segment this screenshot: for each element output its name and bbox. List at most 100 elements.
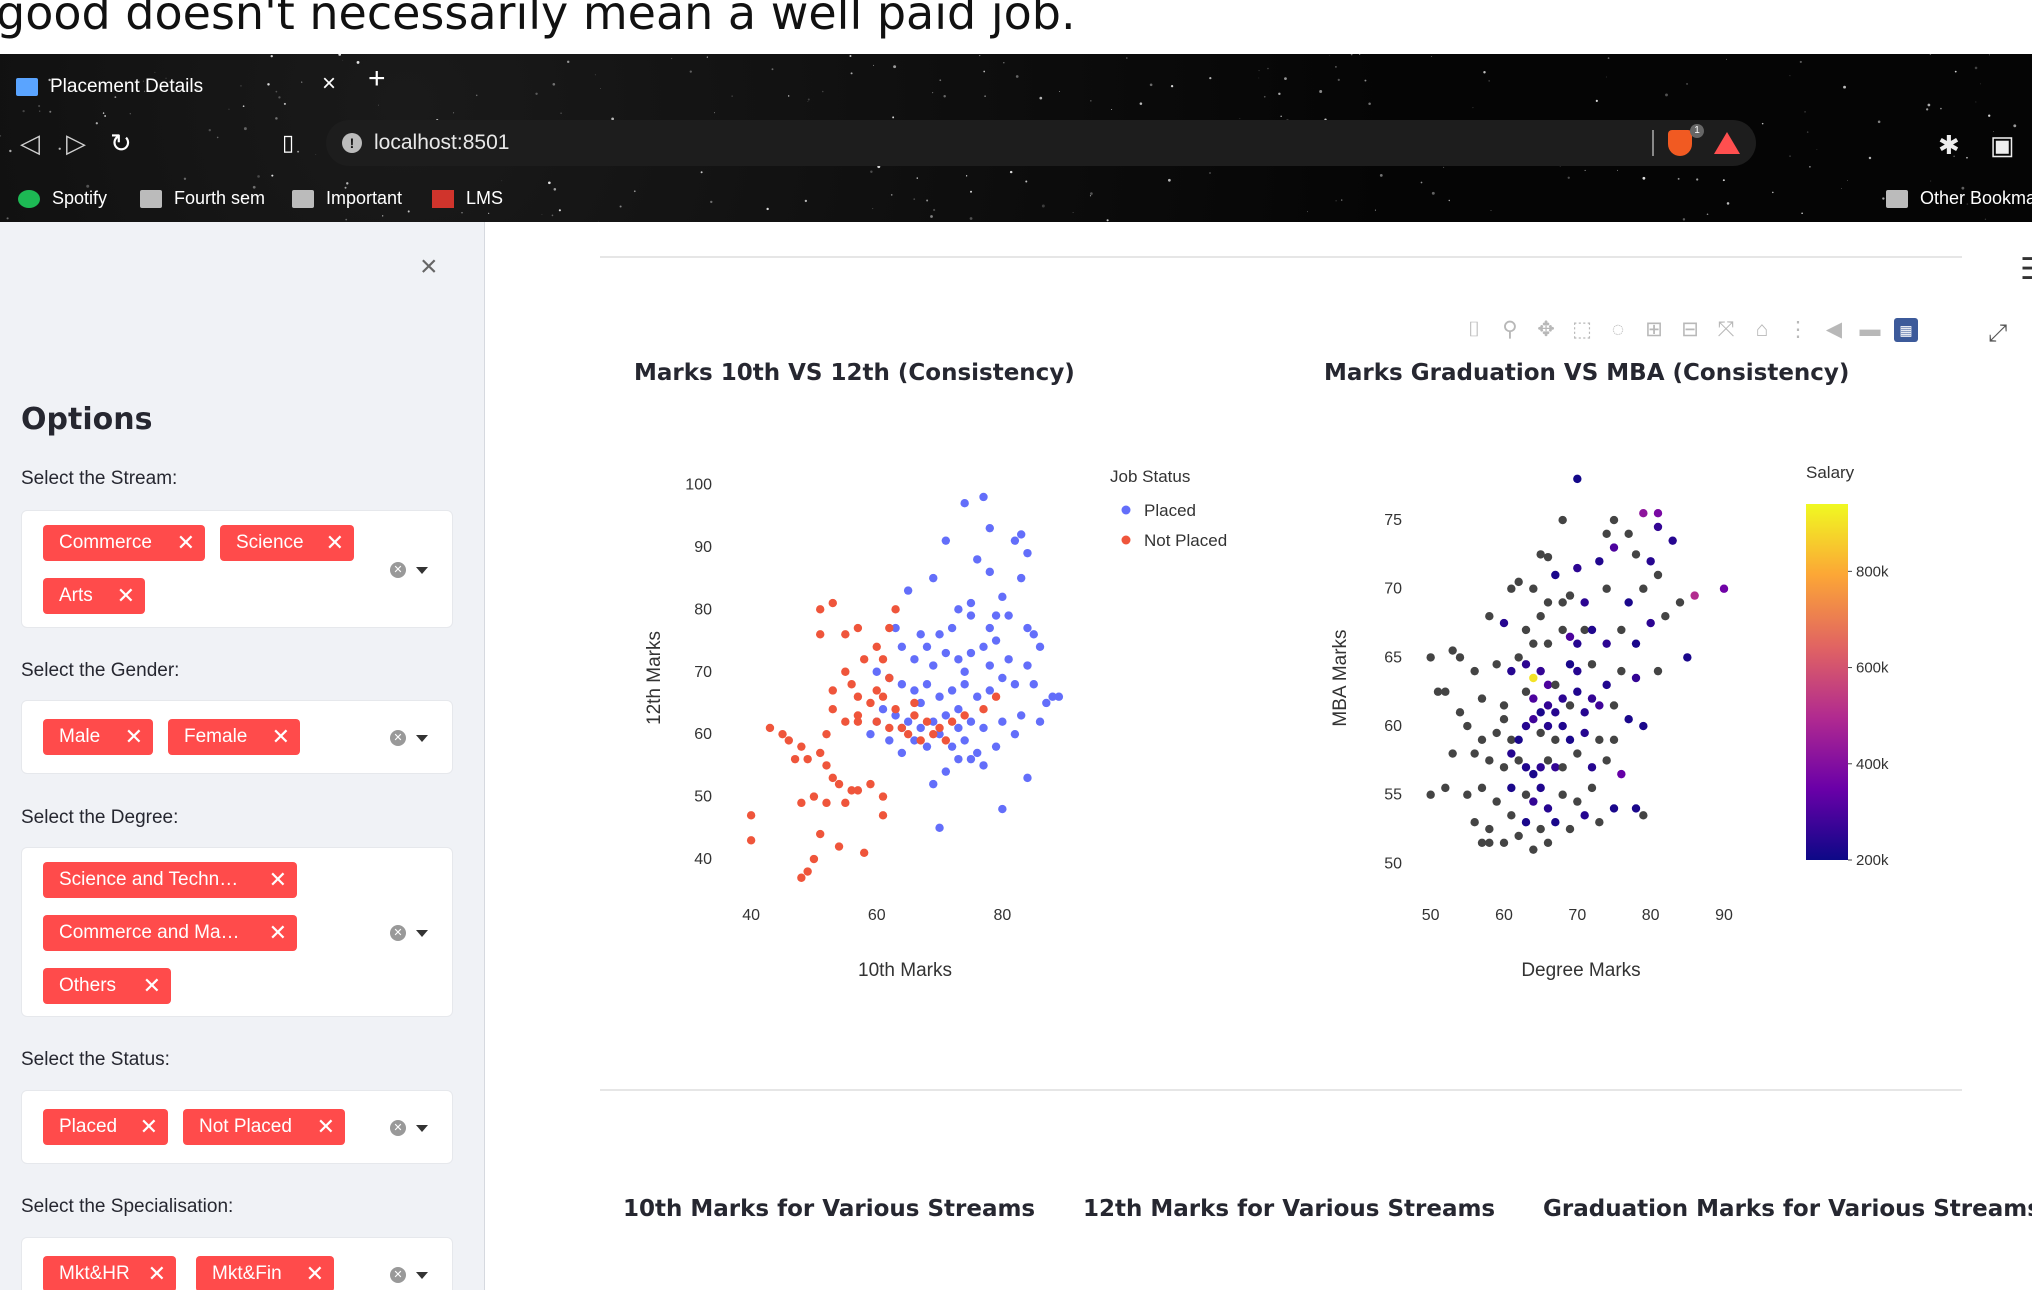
data-point [954,705,963,714]
plotly-logo-icon[interactable]: ▦ [1894,318,1918,342]
scatter-chart-10th-vs-12th[interactable]: 40 60 80 40 50 60 70 80 90 100 10th Marks 12th Mark… [626,442,1276,981]
chip-remove-icon[interactable]: ✕ [116,583,135,608]
chip-commerce[interactable]: Commerce ✕ [43,525,205,561]
hover-closest-icon[interactable]: ◀ [1825,318,1843,341]
site-info-icon[interactable]: ! [342,133,362,153]
back-icon[interactable]: ◁ [20,128,40,158]
box-select-icon[interactable]: ⬚ [1572,318,1592,341]
zoom-icon[interactable]: ⚲ [1502,318,1518,341]
star [488,212,490,214]
star [1595,99,1598,102]
divider-top [600,256,1962,258]
chip-mkt-hr[interactable]: Mkt&HR ✕ [43,1256,176,1290]
star [1722,179,1725,182]
chip-mkt-fin[interactable]: Mkt&Fin ✕ [196,1256,334,1290]
brave-rewards-icon[interactable] [1714,132,1740,154]
star [1341,199,1343,201]
forward-icon[interactable]: ▷ [66,128,86,158]
clear-all-icon[interactable]: ✕ [390,1120,406,1136]
data-point [1543,804,1553,813]
new-tab-button[interactable]: + [368,62,386,95]
bookmark-fourth-sem[interactable]: Fourth sem [140,188,265,209]
other-bookmarks[interactable]: Other Bookma [1886,188,2032,209]
bookmark-important[interactable]: Important [292,188,402,209]
chip-male[interactable]: Male ✕ [43,719,153,755]
bookmark-lms[interactable]: LMS [432,188,503,209]
lasso-icon[interactable]: ◌ [1611,318,1625,341]
data-point [1507,811,1516,820]
data-point [979,723,988,733]
spike-lines-icon[interactable]: ⋮ [1787,318,1809,341]
gender-multiselect[interactable]: Male ✕ Female ✕ ✕ [21,700,453,774]
star [378,196,381,199]
chip-remove-icon[interactable]: ✕ [325,530,344,555]
chip-remove-icon[interactable]: ✕ [268,867,287,892]
clear-all-icon[interactable]: ✕ [390,1267,406,1283]
chip-remove-icon[interactable]: ✕ [142,973,161,998]
specialisation-multiselect[interactable]: Mkt&HR ✕ Mkt&Fin ✕ ✕ [21,1237,453,1290]
chip-remove-icon[interactable]: ✕ [124,724,143,749]
degree-multiselect[interactable]: Science and Techn… ✕ Commerce and Ma… ✕ Ot… [21,847,453,1017]
chip-remove-icon[interactable]: ✕ [271,724,290,749]
star [240,85,242,87]
zoom-out-icon[interactable]: ⊟ [1681,318,1699,341]
chip-placed[interactable]: Placed ✕ [43,1109,168,1145]
reload-icon[interactable]: ↻ [110,128,132,158]
camera-icon[interactable]: ⌷ [1467,318,1481,341]
hover-compare-icon[interactable]: ▬ [1859,318,1881,341]
data-point [1595,701,1604,710]
chevron-down-icon[interactable] [416,1272,428,1279]
chip-not-placed[interactable]: Not Placed ✕ [183,1109,345,1145]
chip-remove-icon[interactable]: ✕ [268,920,287,945]
scatter-chart-degree-vs-mba[interactable]: 50 60 70 80 90 50 55 60 65 70 75 Degree Marks MBA Ma… [1306,442,2006,981]
data-point [929,573,938,583]
sidebar-close-button[interactable]: × [420,250,438,283]
brave-shields-icon[interactable] [1668,130,1692,156]
star [1009,170,1013,174]
browser-tab[interactable]: Placement Details × [0,66,356,106]
chip-remove-icon[interactable]: ✕ [147,1261,166,1286]
clear-all-icon[interactable]: ✕ [390,562,406,578]
autoscale-icon[interactable]: ⤧ [1717,318,1735,341]
bookmark-label: Other Bookma [1920,188,2032,208]
extensions-icon[interactable]: ✱ [1938,130,1960,160]
chip-remove-icon[interactable]: ✕ [305,1261,324,1286]
tab-close-button[interactable]: × [322,70,337,97]
pan-icon[interactable]: ✥ [1537,318,1555,341]
chevron-down-icon[interactable] [416,1125,428,1132]
wallet-icon[interactable]: ▣ [1990,130,2015,160]
stream-multiselect[interactable]: Commerce ✕ Science ✕ Arts ✕ ✕ [21,510,453,628]
chip-remove-icon[interactable]: ✕ [316,1114,335,1139]
chip-science[interactable]: Science ✕ [220,525,354,561]
chevron-down-icon[interactable] [416,930,428,937]
chip-arts[interactable]: Arts ✕ [43,578,145,614]
chip-others[interactable]: Others ✕ [43,968,171,1004]
star [484,201,486,204]
bookmark-spotify[interactable]: Spotify [18,188,107,209]
clear-all-icon[interactable]: ✕ [390,925,406,941]
chip-female[interactable]: Female ✕ [168,719,300,755]
data-point [947,686,957,695]
data-point [903,586,913,595]
menu-icon[interactable]: ☰ [2020,252,2032,287]
fullscreen-icon[interactable]: ⤢ [1988,320,2008,347]
address-bar[interactable]: ! localhost:8501 1 [326,120,1756,166]
data-point [878,811,888,820]
bookmark-icon[interactable]: ▯ [282,130,295,155]
chip-label: Arts [59,585,93,606]
chip-remove-icon[interactable]: ✕ [139,1114,158,1139]
chip-remove-icon[interactable]: ✕ [176,530,195,555]
clear-all-icon[interactable]: ✕ [390,730,406,746]
chip-science-tech[interactable]: Science and Techn… ✕ [43,862,297,898]
chip-commerce-mgmt[interactable]: Commerce and Ma… ✕ [43,915,297,951]
chevron-down-icon[interactable] [416,567,428,574]
folder-icon [1886,189,1908,208]
zoom-in-icon[interactable]: ⊞ [1645,318,1663,341]
chevron-down-icon[interactable] [416,735,428,742]
star [1490,210,1492,211]
data-point [1514,831,1523,841]
data-point [947,623,957,633]
reset-axes-icon[interactable]: ⌂ [1755,318,1769,341]
data-point [1463,721,1472,731]
status-multiselect[interactable]: Placed ✕ Not Placed ✕ ✕ [21,1090,453,1164]
